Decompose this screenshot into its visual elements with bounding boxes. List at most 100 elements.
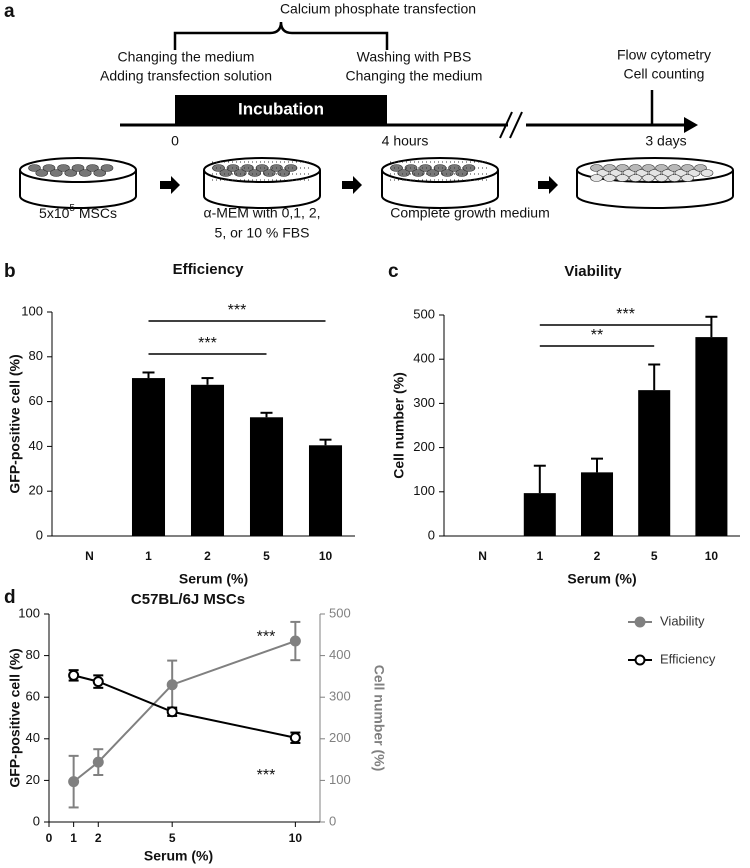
dish-label: α-MEM with 0,1, 2, (203, 205, 320, 221)
cell (616, 174, 629, 182)
error-bar (201, 377, 214, 385)
cell (100, 164, 114, 172)
cell (86, 164, 99, 172)
x-tick-label: 5 (263, 549, 270, 563)
series-line (73, 640, 296, 783)
cell (35, 169, 49, 177)
bar (308, 445, 343, 536)
point (166, 706, 178, 718)
cell (661, 169, 675, 177)
point (166, 679, 178, 691)
y-tick-label: 100 (413, 483, 435, 498)
cell (397, 169, 411, 177)
cell (426, 169, 440, 177)
cell (277, 169, 291, 177)
y-axis-label: Cell number (%) (391, 372, 407, 479)
chart-title: Viability (564, 263, 622, 280)
bar (190, 384, 225, 536)
annotation: *** (257, 767, 276, 784)
charts: b Efficiency Serum (%) GFP-positive cell (%… (4, 261, 740, 864)
time-label: 3 days (645, 133, 686, 149)
y-axis-label: GFP-positive cell (%) (7, 648, 23, 787)
error-bar (591, 457, 603, 473)
x-axis-label: Serum (%) (179, 571, 248, 587)
cell (241, 164, 254, 172)
point (92, 756, 104, 768)
x-tick-label: 1 (536, 549, 543, 563)
x-tick-label: 2 (594, 549, 601, 563)
cell (603, 174, 616, 182)
incubation-label: Incubation (238, 99, 324, 118)
cell (629, 174, 642, 182)
error-bar (142, 371, 155, 379)
error-bar (648, 363, 661, 391)
significance-label: *** (616, 306, 635, 323)
x-axis-label: Serum (%) (144, 848, 213, 864)
significance-label: *** (198, 335, 217, 352)
cell (71, 164, 85, 172)
bracket-label: Calcium phosphate transfection (280, 1, 476, 17)
panel-a: a Calcium phosphate transfection Changin… (4, 1, 734, 241)
x-tick-label: 5 (651, 549, 658, 563)
panel-label: a (4, 1, 15, 22)
panel-label: d (4, 587, 16, 608)
time-label: 4 hours (382, 133, 429, 149)
x-tick-label: 2 (95, 831, 102, 845)
y-tick-label: 40 (26, 730, 40, 745)
left-note: Changing the medium (118, 49, 255, 65)
cell (655, 174, 668, 182)
chart-title: Efficiency (173, 261, 245, 278)
x-tick-label: 10 (319, 549, 333, 563)
cell (42, 164, 56, 172)
cell (603, 164, 616, 172)
step-arrow (538, 176, 558, 194)
cell (440, 169, 454, 177)
cell (700, 169, 714, 177)
error-bar (705, 315, 718, 338)
x-tick-label: 1 (145, 549, 152, 563)
cell (49, 169, 63, 177)
cell (596, 169, 610, 177)
y-tick-label: 20 (29, 483, 43, 498)
cell (419, 164, 432, 172)
bar (523, 493, 556, 536)
legend-label: Efficiency (660, 651, 716, 666)
y2-tick-label: 300 (329, 689, 351, 704)
x-axis-label: Serum (%) (567, 571, 636, 587)
point (92, 676, 104, 688)
dishes (19, 157, 734, 209)
cell (64, 169, 78, 177)
y2-tick-label: 400 (329, 647, 351, 662)
annotation: *** (257, 628, 276, 645)
cell (248, 169, 262, 177)
y-tick-label: 400 (413, 351, 435, 366)
cell (590, 164, 603, 172)
cell (694, 164, 707, 172)
cell (455, 169, 469, 177)
cell (681, 174, 694, 182)
cell (642, 164, 655, 172)
label-superscript: 5 (69, 203, 75, 214)
y-tick-label: 80 (26, 647, 40, 662)
y2-tick-label: 0 (329, 813, 336, 828)
label-part: MSCs (75, 205, 117, 221)
cell (687, 169, 701, 177)
right-note: Changing the medium (346, 68, 483, 84)
y-tick-label: 80 (29, 348, 43, 363)
x-tick-label: 1 (70, 831, 77, 845)
bar (695, 337, 728, 536)
point (68, 669, 80, 681)
dish-label: 5, or 10 % FBS (215, 225, 310, 241)
y2-tick-label: 500 (329, 605, 351, 620)
bar (638, 390, 671, 536)
x-tick-label: 10 (705, 549, 719, 563)
timeline-arrowhead (684, 117, 698, 133)
bar (131, 378, 166, 536)
end-note: Cell counting (624, 66, 705, 82)
cell (462, 164, 476, 172)
y-tick-label: 200 (413, 439, 435, 454)
y2-tick-label: 200 (329, 730, 351, 745)
cell (674, 169, 688, 177)
cell (642, 174, 655, 182)
y-tick-label: 0 (36, 527, 43, 542)
